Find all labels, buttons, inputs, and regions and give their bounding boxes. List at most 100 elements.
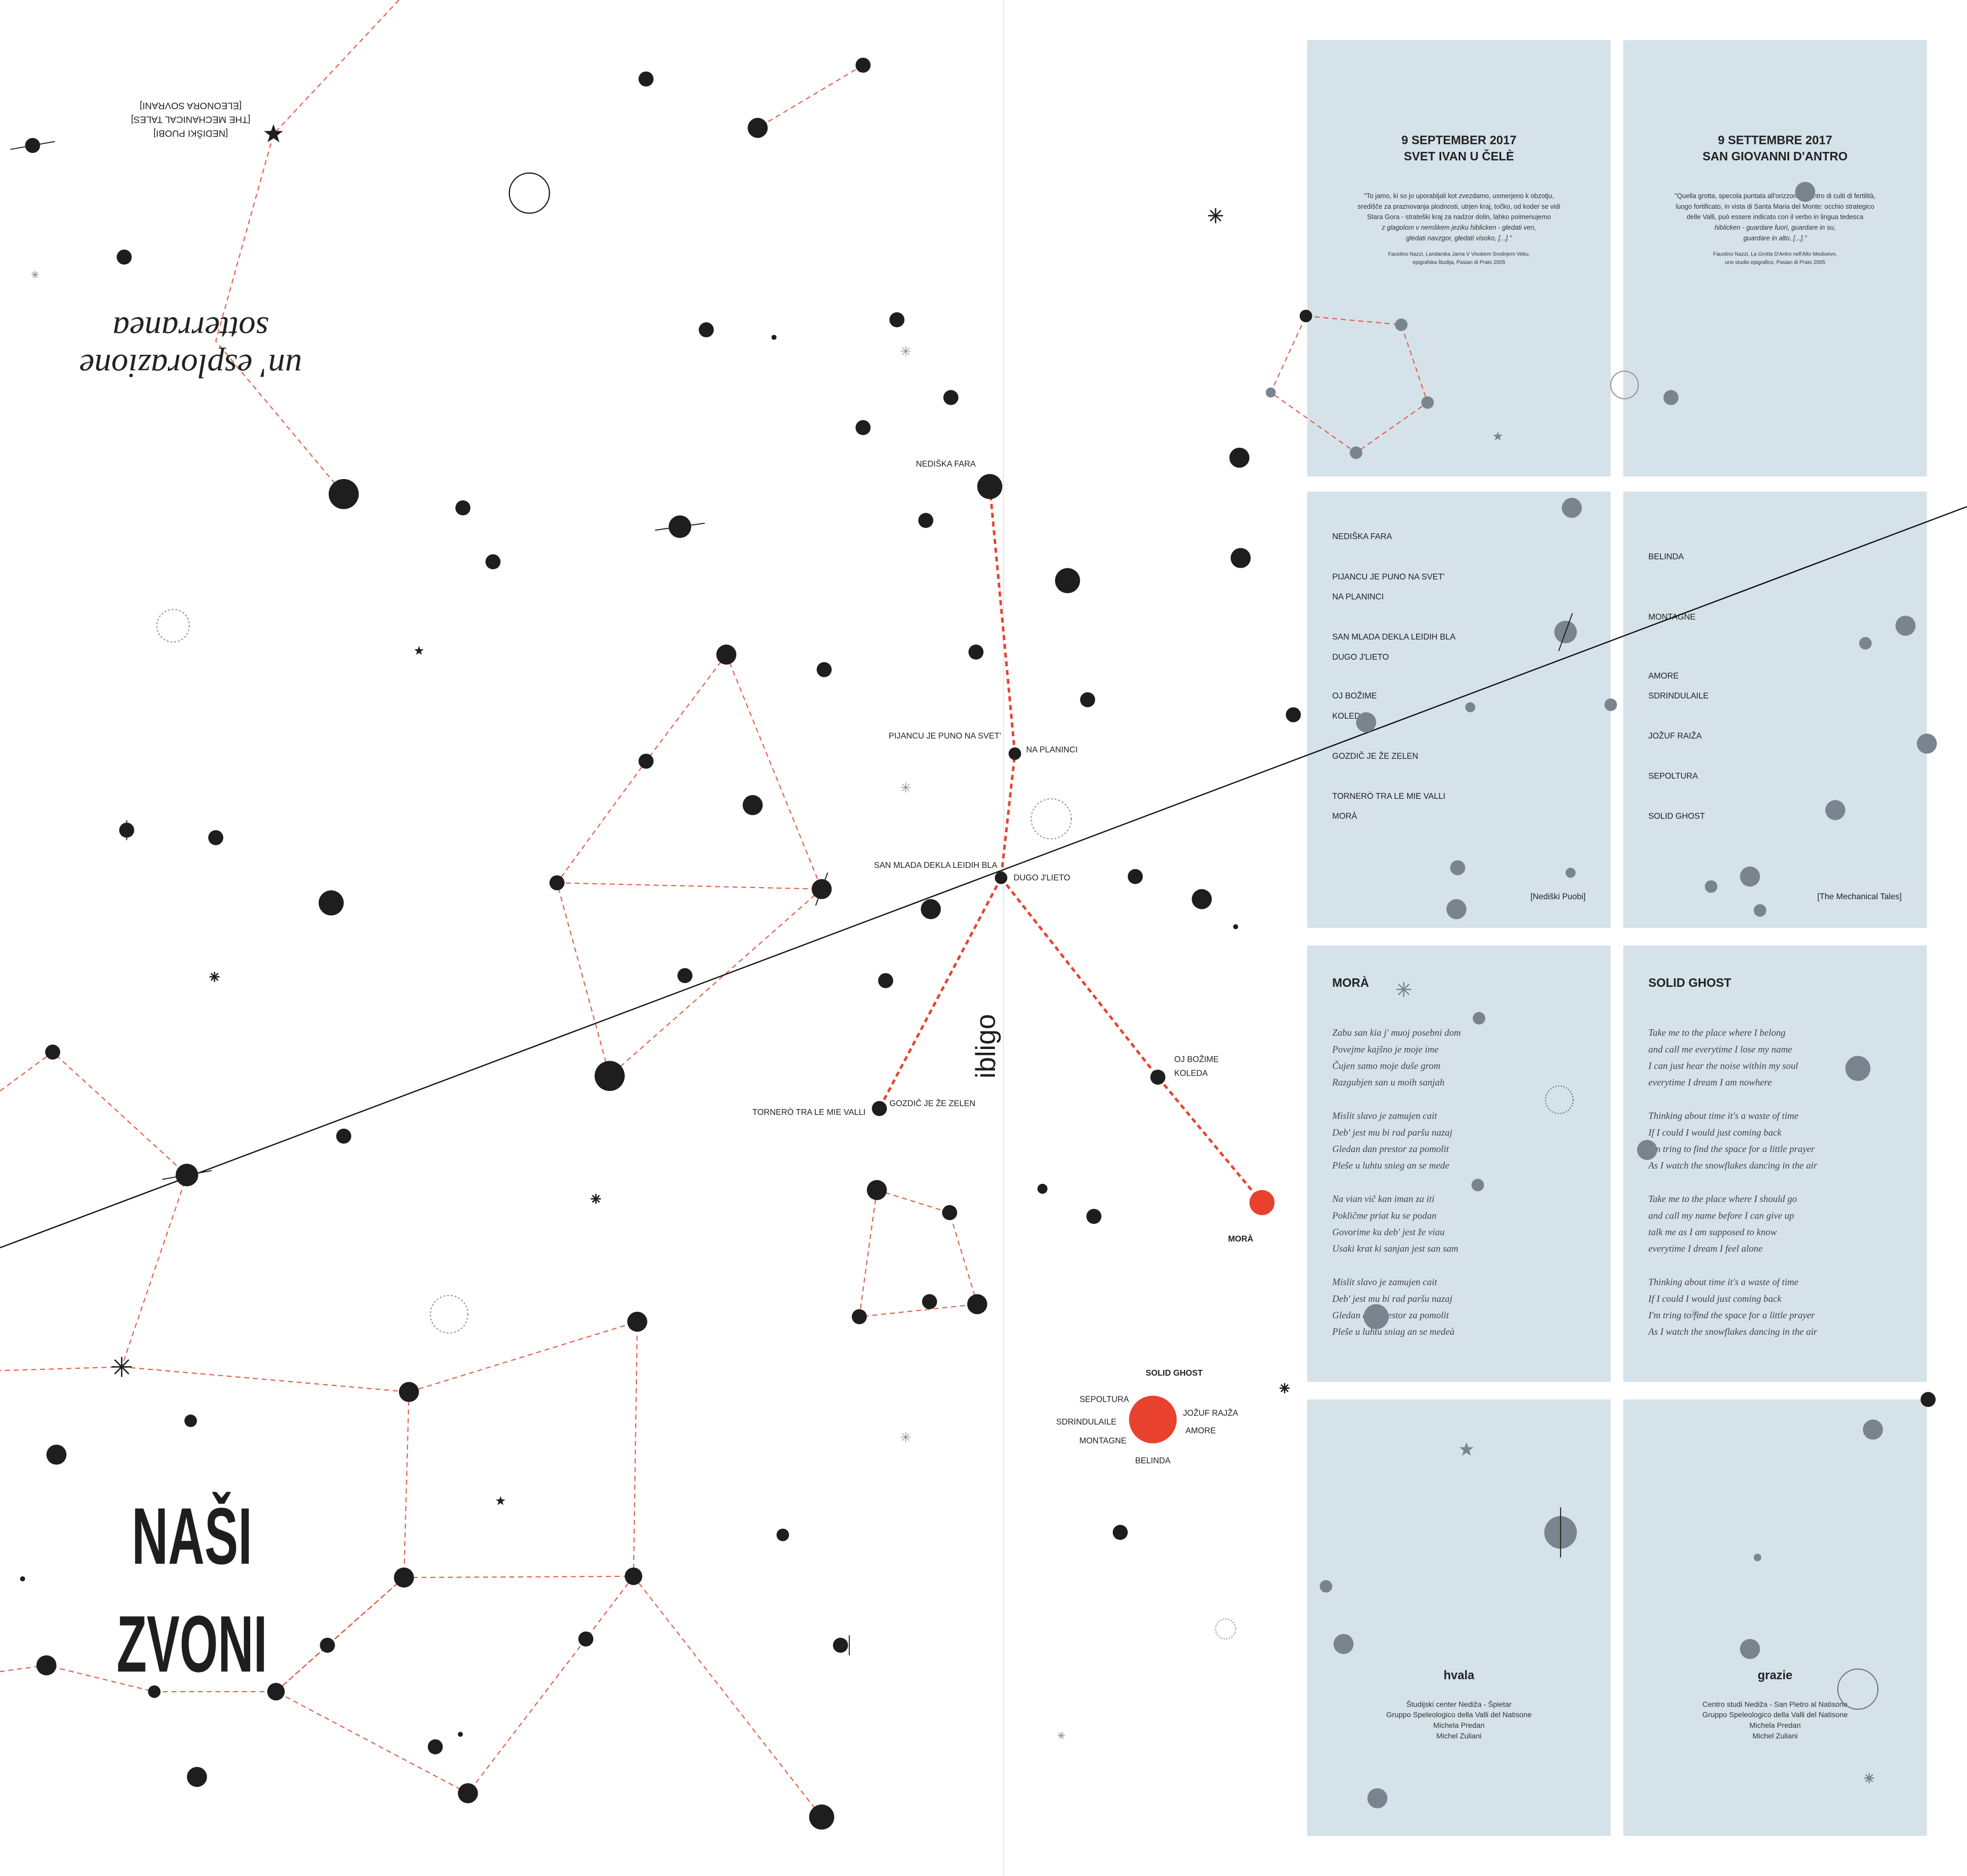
star-dot [320, 1638, 335, 1653]
lyric-line: If I could I would just coming back [1648, 1293, 1782, 1304]
setlist-song: SAN MLADA DEKLA LEIDIH BLA [1332, 633, 1456, 642]
grey-star-dot [1350, 446, 1363, 459]
star-dot [889, 312, 905, 328]
quote-line: z glagolom v nemškem jeziku hiblicken - … [1381, 224, 1536, 232]
star-dot [394, 1567, 414, 1588]
grey-star-dot [1565, 867, 1576, 878]
asterisk-star-icon [1280, 1384, 1289, 1393]
cover-subtitle-group: un' esplorazione sotterranea [NEDIŠKI PU… [79, 101, 302, 386]
star-icon [414, 645, 424, 655]
constellation-line [609, 889, 822, 1077]
quote-line: "Quella grotta, specola puntata all'oriz… [1675, 192, 1876, 200]
label-amore: AMORE [1186, 1427, 1216, 1436]
star-dot [1055, 568, 1080, 593]
star-dot [1128, 869, 1143, 884]
thanks-name: Michela Predan [1433, 1721, 1485, 1729]
open-circle [1031, 798, 1072, 840]
label-mora: MORÀ [1228, 1233, 1254, 1243]
label-sepoltura: SEPOLTURA [1079, 1395, 1129, 1404]
star-dot [855, 420, 871, 436]
setlist-song: DUGO J'LIETO [1332, 653, 1389, 662]
star-dot [318, 890, 344, 916]
info-panels: 9 SEPTEMBER 2017 SVET IVAN U ČELÈ "To jamo… [1307, 40, 1927, 1836]
lyric-line: As I watch the snowflakes dancing in the… [1648, 1160, 1818, 1171]
star-dot [918, 513, 934, 528]
setlist-band: [The Mechanical Tales] [1817, 892, 1902, 901]
label-na-planinci: NA PLANINCI [1026, 746, 1078, 755]
star-dot [328, 479, 359, 509]
setlist-song: NEDIŠKA FARA [1332, 531, 1392, 541]
open-circle [508, 172, 550, 214]
quote-line: luogo fortificato, in vista di Santa Mar… [1676, 203, 1875, 210]
star-dot [977, 474, 1002, 499]
star-dot [776, 1529, 789, 1541]
lyric-line: everytime I dream I feel alone [1648, 1243, 1762, 1254]
setlist-song: NA PLANINCI [1332, 593, 1384, 602]
open-circle [1215, 1618, 1237, 1640]
star-dot [46, 1444, 67, 1465]
star-dot [398, 1382, 419, 1402]
star-dot [677, 968, 693, 983]
star-dot [627, 1311, 648, 1332]
star-icon [263, 124, 283, 142]
lyric-line: Povejme kajšno je moje ime [1332, 1044, 1438, 1054]
setlist-song: MORÀ [1332, 811, 1357, 821]
star-dot [457, 1732, 463, 1737]
star-dot [594, 1061, 625, 1092]
grey-star-dot [1319, 1580, 1333, 1593]
star-dot [267, 1683, 285, 1701]
thanks-title: hvala [1444, 1668, 1475, 1682]
lyric-line: talk me as I am supposed to know [1648, 1227, 1777, 1238]
grey-star-dot [1364, 1304, 1389, 1329]
lyric-line: Čujen samo moje duše grom [1332, 1060, 1441, 1071]
label-solid-ghost: SOLID GHOST [1146, 1369, 1203, 1378]
quote-line: gledati navzgor, gledati visoko, [...]." [1406, 234, 1512, 242]
grey-star-dot [1265, 387, 1276, 398]
quote-line: Stara Gora - strateški kraj za nadzor do… [1367, 214, 1551, 221]
citation-line: epigrafska študija, Pasian di Prato 2005 [1412, 260, 1505, 266]
label-jozuf: JOŽUF RAJŽA [1183, 1408, 1238, 1418]
quote-line: središče za praznovanja plodnosti, utrje… [1358, 203, 1561, 210]
label-koleda: KOLEDA [1174, 1069, 1208, 1078]
lyric-line: I'm tring to find the space for a little… [1648, 1310, 1815, 1320]
label-montagne: MONTAGNE [1079, 1436, 1127, 1445]
lyric-line: Deb' jest mu bi rad paršu nazaj [1332, 1127, 1452, 1138]
lyric-line: I'm tring to find the space for a little… [1648, 1144, 1815, 1154]
solid-ghost-red-dot [1129, 1395, 1177, 1444]
label-sdrindulaile: SDRINDULAILE [1056, 1418, 1116, 1427]
route-line [1000, 877, 1263, 1204]
star-dot [967, 1294, 987, 1315]
lyric-line: Thinking about time it's a waste of time [1648, 1111, 1798, 1121]
label-dugo: DUGO J'LIETO [1014, 873, 1070, 882]
star-dot [743, 795, 763, 815]
asterisk-star-icon [901, 1433, 910, 1441]
poster-title-line1: NAŠI [132, 1491, 252, 1581]
star-dot [1086, 1208, 1102, 1224]
lyric-line: Thinking about time it's a waste of time [1648, 1277, 1798, 1287]
thanks-name: Michel Zuliani [1436, 1732, 1481, 1740]
label-belinda: BELINDA [1135, 1456, 1171, 1465]
ecliptic-line [0, 506, 1967, 1249]
setlist-song: PIJANCU JE PUNO NA SVET' [1332, 573, 1445, 582]
route-line [988, 486, 1016, 878]
grey-star-dot [1472, 1012, 1486, 1025]
star-dot [625, 1567, 643, 1585]
star-dot [455, 500, 471, 516]
star-dot [878, 973, 893, 988]
setlist-song: SOLID GHOST [1648, 812, 1705, 821]
lyric-line: Gledan dan prestor za pomolit [1332, 1310, 1450, 1320]
cover-credit: [ELEONORA SOVRANI] [140, 101, 242, 112]
star-dot [186, 1767, 207, 1787]
lyric-line: Pokličme priat ku se podan [1332, 1210, 1436, 1221]
cover-credit: [NEDIŠKI PUOBI] [154, 129, 228, 140]
lyric-line: I can just hear the noise within my soul [1648, 1060, 1798, 1071]
lyric-line: Usaki krat ki sanjan jest san sam [1332, 1243, 1458, 1254]
setlist-song: GOZDIČ JE ŽE ZELEN [1332, 751, 1418, 761]
star-dot [942, 1205, 957, 1221]
grey-star-dot [1471, 1179, 1484, 1191]
asterisk-star-icon [114, 1359, 130, 1375]
setlist-song: BELINDA [1648, 552, 1684, 561]
lyric-line: Zabu san kia j' muoj posebni dom [1332, 1027, 1461, 1038]
label-tornero: TORNERÒ TRA LE MIE VALLI [753, 1107, 866, 1117]
quote-line: "To jamo, ki so jo uporabljali kot zvezd… [1364, 192, 1554, 200]
